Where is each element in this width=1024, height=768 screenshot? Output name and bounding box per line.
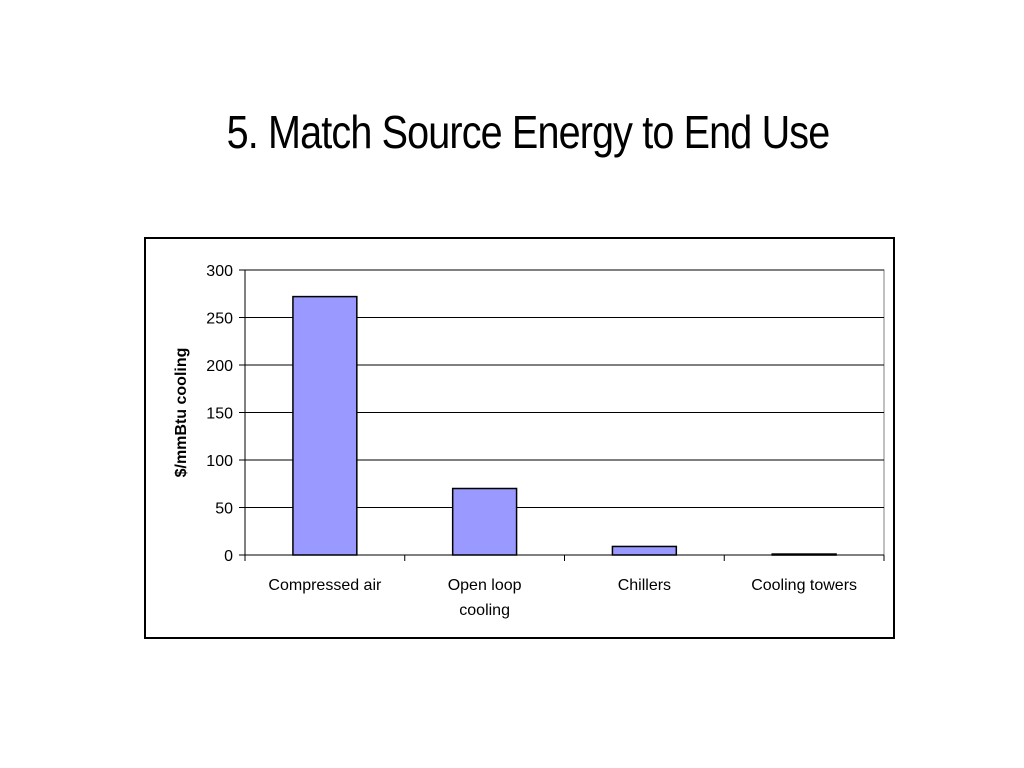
y-tick-label: 100 <box>206 453 233 470</box>
y-tick-label: 250 <box>206 311 233 328</box>
category-label: Chillers <box>618 577 671 594</box>
bar <box>611 545 678 556</box>
bar <box>451 487 518 556</box>
y-axis-label: $/mmBtu cooling <box>173 348 190 478</box>
category-label: Compressed air <box>268 577 382 594</box>
y-tick-labels: 0 50 100 150 200 250 300 <box>206 263 233 565</box>
bars <box>292 295 837 556</box>
y-tick-label: 50 <box>215 501 233 518</box>
chart-frame: 0 50 100 150 200 250 300 Compressed air Open lo… <box>144 237 895 639</box>
category-label: Cooling towers <box>751 577 857 594</box>
bar <box>292 295 358 556</box>
y-tick-label: 300 <box>206 263 233 280</box>
y-tick-label: 150 <box>206 406 233 423</box>
bar-chart: 0 50 100 150 200 250 300 Compressed air Open lo… <box>173 263 885 619</box>
category-labels: Compressed air Open loop cooling Chillers Co… <box>268 577 857 619</box>
y-tick-label: 0 <box>224 548 233 565</box>
y-tick-label: 200 <box>206 358 233 375</box>
axes <box>239 269 885 561</box>
slide-title: 5. Match Source Energy to End Use <box>226 106 831 158</box>
category-label: Open loop cooling <box>448 577 522 619</box>
